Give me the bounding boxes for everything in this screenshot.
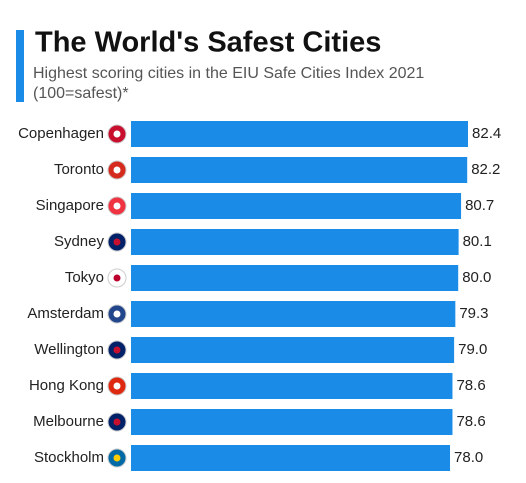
category-label: Sydney [54, 233, 105, 250]
bar [131, 193, 462, 219]
category-label: Hong Kong [29, 377, 104, 394]
bar [131, 301, 456, 327]
flag-detail [113, 454, 121, 462]
value-label: 78.6 [456, 413, 485, 430]
flag-detail [113, 238, 121, 246]
flag-detail [113, 418, 121, 426]
category-label: Tokyo [65, 269, 104, 286]
category-label: Toronto [54, 161, 104, 178]
value-label: 80.0 [462, 269, 491, 286]
chart-subtitle: Highest scoring cities in the EIU Safe C… [33, 65, 425, 102]
value-label: 78.0 [454, 449, 483, 466]
flag-detail [113, 310, 121, 318]
bar [131, 121, 469, 147]
value-label: 80.7 [465, 197, 494, 214]
flag-detail [113, 346, 121, 354]
category-label: Amsterdam [27, 305, 104, 322]
value-label: 79.3 [459, 305, 488, 322]
bar [131, 229, 459, 255]
flag-detail [113, 202, 121, 210]
value-label: 80.1 [463, 233, 492, 250]
bar [131, 265, 459, 291]
value-label: 82.2 [471, 161, 500, 178]
category-label: Singapore [36, 197, 104, 214]
value-label: 79.0 [458, 341, 487, 358]
flag-detail [113, 382, 121, 390]
bar [131, 445, 451, 471]
category-label: Copenhagen [18, 125, 104, 142]
category-label: Wellington [34, 341, 104, 358]
bar [131, 409, 453, 435]
flag-detail [113, 166, 121, 174]
subtitle-box: Highest scoring cities in the EIU Safe C… [33, 65, 425, 102]
chart-title: The World's Safest Cities [35, 27, 381, 59]
value-label: 82.4 [472, 125, 501, 142]
category-label: Melbourne [33, 413, 104, 430]
accent-bar [16, 30, 24, 102]
flag-detail [113, 130, 121, 138]
bar [131, 337, 455, 363]
bar [131, 373, 453, 399]
flag-detail [113, 274, 121, 282]
value-label: 78.6 [456, 377, 485, 394]
bar [131, 157, 468, 183]
category-label: Stockholm [34, 449, 104, 466]
